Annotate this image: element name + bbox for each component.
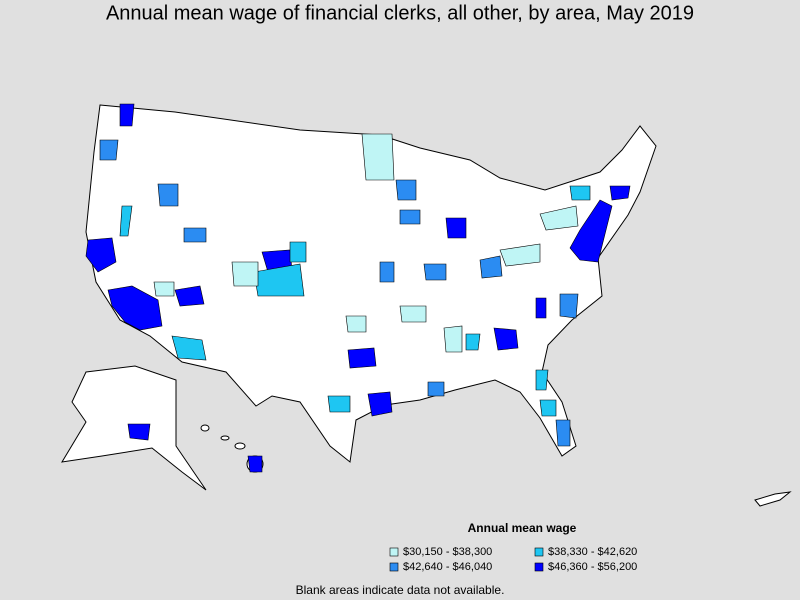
legend-swatch <box>534 547 544 557</box>
legend-label: $46,360 - $56,200 <box>548 561 637 573</box>
legend: Annual mean wage $30,150 - $38,300 $38,33… <box>389 521 637 573</box>
map-areas <box>85 103 631 473</box>
legend-swatch <box>389 562 399 572</box>
map-title: Annual mean wage of financial clerks, al… <box>106 2 694 24</box>
legend-swatch <box>534 562 544 572</box>
legend-swatch <box>389 547 399 557</box>
us-mainland <box>85 104 657 463</box>
legend-label: $30,150 - $38,300 <box>403 546 492 558</box>
legend-label: $42,640 - $46,040 <box>403 561 492 573</box>
legend-label: $38,330 - $42,620 <box>548 546 637 558</box>
footnote: Blank areas indicate data not available. <box>296 583 505 597</box>
legend-title: Annual mean wage <box>468 521 577 535</box>
hawaii <box>200 424 792 507</box>
